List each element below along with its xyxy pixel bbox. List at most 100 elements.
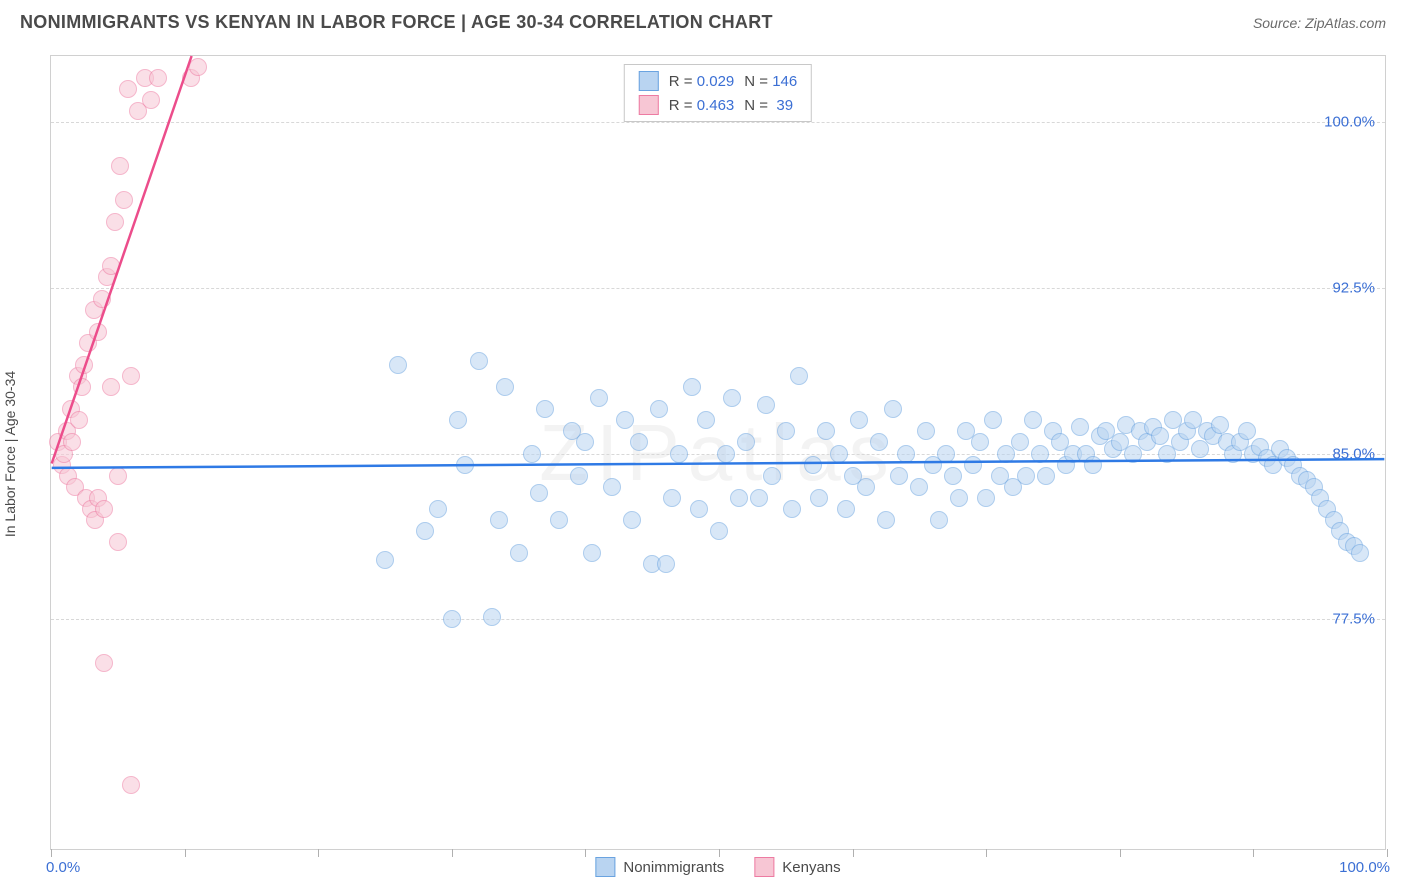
data-point [857,478,875,496]
data-point [102,378,120,396]
data-point [530,484,548,502]
data-point [937,445,955,463]
y-tick-label: 85.0% [1332,445,1375,462]
y-axis-label: In Labor Force | Age 30-34 [2,371,18,537]
data-point [910,478,928,496]
x-tick [1387,849,1388,857]
data-point [1151,427,1169,445]
data-point [75,356,93,374]
data-point [142,91,160,109]
y-tick-label: 77.5% [1332,611,1375,628]
legend-row-nonimmigrants: R = 0.029 N = 146 [639,71,797,91]
data-point [389,356,407,374]
data-point [102,257,120,275]
swatch-pink-icon [754,857,774,877]
data-point [650,400,668,418]
data-point [804,456,822,474]
n-value-kenyans: 39 [776,97,793,114]
data-point [1351,544,1369,562]
y-tick-label: 92.5% [1332,279,1375,296]
x-tick [1120,849,1121,857]
data-point [576,433,594,451]
data-point [971,433,989,451]
data-point [189,58,207,76]
data-point [877,511,895,529]
data-point [717,445,735,463]
data-point [109,533,127,551]
x-tick [185,849,186,857]
data-point [663,489,681,507]
data-point [697,411,715,429]
data-point [89,323,107,341]
x-tick [318,849,319,857]
plot-area: 77.5% 85.0% 92.5% 100.0% [51,56,1385,849]
data-point [449,411,467,429]
data-point [837,500,855,518]
gridline [51,288,1385,289]
data-point [93,290,111,308]
data-point [490,511,508,529]
data-point [603,478,621,496]
data-point [977,489,995,507]
x-axis-label-min: 0.0% [46,859,80,876]
source-text: Source: ZipAtlas.com [1253,15,1386,31]
data-point [777,422,795,440]
r-value-kenyans: 0.463 [697,97,735,114]
swatch-blue [639,71,659,91]
data-point [510,544,528,562]
data-point [1071,418,1089,436]
data-point [496,378,514,396]
data-point [790,367,808,385]
data-point [1211,416,1229,434]
data-point [757,396,775,414]
data-point [630,433,648,451]
data-point [783,500,801,518]
data-point [122,367,140,385]
data-point [690,500,708,518]
data-point [570,467,588,485]
data-point [917,422,935,440]
chart-title: NONIMMIGRANTS VS KENYAN IN LABOR FORCE |… [20,12,773,33]
data-point [944,467,962,485]
data-point [109,467,127,485]
correlation-legend: R = 0.029 N = 146 R = 0.463 N = 39 [624,64,812,122]
data-point [122,776,140,794]
data-point [119,80,137,98]
data-point [1011,433,1029,451]
data-point [115,191,133,209]
r-value-nonimmigrants: 0.029 [697,73,735,90]
data-point [964,456,982,474]
data-point [456,456,474,474]
data-point [1191,440,1209,458]
data-point [536,400,554,418]
data-point [890,467,908,485]
data-point [1084,456,1102,474]
data-point [623,511,641,529]
data-point [710,522,728,540]
data-point [737,433,755,451]
data-point [810,489,828,507]
data-point [106,213,124,231]
data-point [683,378,701,396]
data-point [750,489,768,507]
data-point [830,445,848,463]
x-tick [51,849,52,857]
data-point [763,467,781,485]
data-point [590,389,608,407]
data-point [583,544,601,562]
y-tick-label: 100.0% [1324,114,1375,131]
data-point [73,378,91,396]
data-point [817,422,835,440]
data-point [984,411,1002,429]
data-point [850,411,868,429]
gridline [51,122,1385,123]
x-tick [719,849,720,857]
x-tick [452,849,453,857]
data-point [149,69,167,87]
legend-item-nonimmigrants: Nonimmigrants [595,857,724,877]
data-point [723,389,741,407]
data-point [950,489,968,507]
data-point [523,445,541,463]
data-point [429,500,447,518]
legend-label-nonimmigrants: Nonimmigrants [623,859,724,876]
